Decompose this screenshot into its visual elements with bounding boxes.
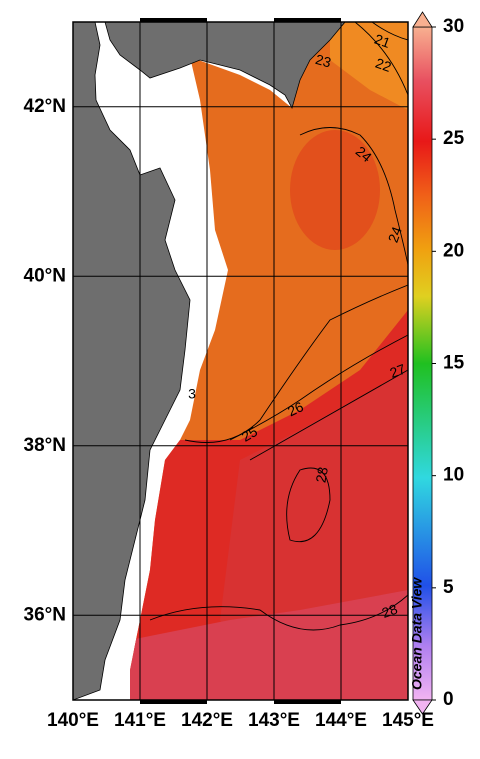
contour-label: 26 bbox=[285, 398, 306, 419]
contour-label: 28 bbox=[380, 601, 400, 621]
lat-tick-label: 38°N bbox=[24, 435, 66, 456]
frame-bar bbox=[274, 700, 341, 704]
colorbar-tick-label: 0 bbox=[443, 689, 454, 710]
lon-tick-label: 145°E bbox=[382, 710, 434, 731]
colorbar-tick-label: 20 bbox=[443, 240, 464, 261]
lon-tick-label: 140°E bbox=[47, 710, 99, 731]
lon-tick-label: 141°E bbox=[114, 710, 166, 731]
lon-tick-label: 142°E bbox=[181, 710, 233, 731]
colorbar-bottom-arrow bbox=[412, 699, 433, 715]
frame-bar bbox=[274, 18, 341, 22]
contour-label: 22 bbox=[373, 55, 393, 75]
land bbox=[73, 22, 346, 700]
lon-tick-label: 143°E bbox=[248, 710, 300, 731]
map-frame bbox=[72, 21, 409, 701]
contour-label: 23 bbox=[314, 51, 333, 71]
lat-tick-label: 42°N bbox=[24, 96, 66, 117]
colorbar-tick-label: 10 bbox=[443, 465, 464, 486]
contour-label: 27 bbox=[388, 361, 408, 381]
frame-bar bbox=[140, 18, 207, 22]
lon-tick-label: 144°E bbox=[315, 710, 367, 731]
lat-tick-label: 40°N bbox=[24, 265, 66, 286]
colorbar-tick-label: 5 bbox=[443, 577, 454, 598]
colorbar-top-arrow bbox=[412, 11, 433, 28]
frame-bar bbox=[140, 700, 207, 704]
contour-label: 24 bbox=[385, 224, 405, 244]
contour-label: 28 bbox=[312, 466, 330, 484]
colorbar-tick-label: 30 bbox=[443, 16, 464, 37]
credit: Ocean Data View bbox=[409, 577, 425, 690]
contour-label: 3 bbox=[188, 386, 196, 402]
colorbar-tick-label: 25 bbox=[443, 128, 465, 149]
contour-label: 21 bbox=[372, 31, 392, 51]
contour-label: 25 bbox=[239, 423, 261, 445]
plot-area bbox=[73, 22, 408, 700]
colorbar-tick-label: 15 bbox=[443, 353, 465, 374]
lat-tick-label: 36°N bbox=[24, 604, 66, 625]
